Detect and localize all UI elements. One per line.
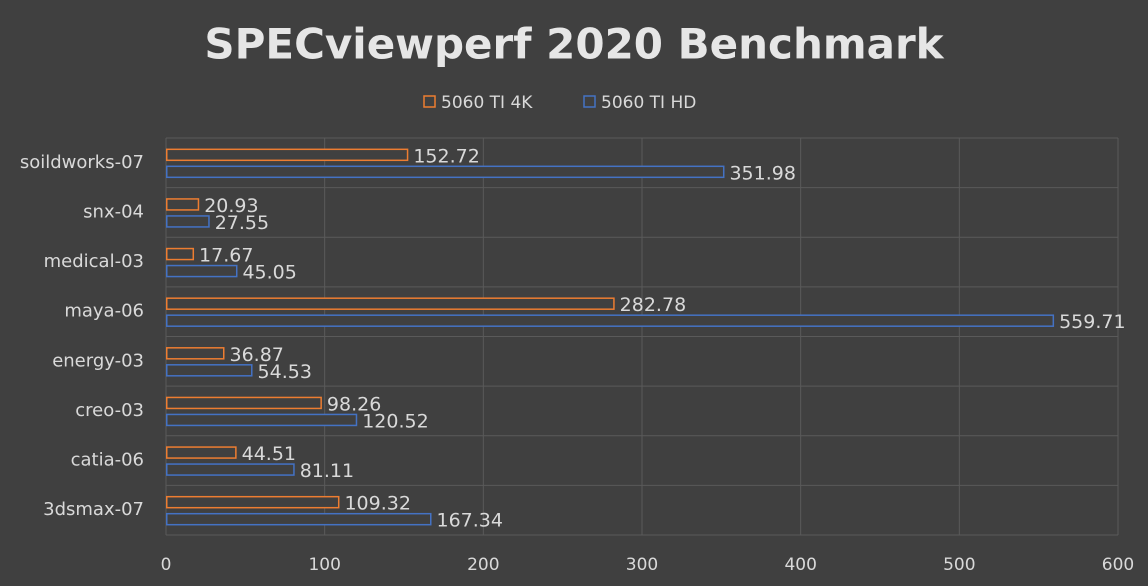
x-tick-label: 100: [308, 555, 340, 575]
data-label: 17.67: [199, 245, 253, 267]
bar: [166, 512, 432, 526]
bar: [166, 446, 237, 459]
bar: [166, 396, 322, 410]
y-tick-label: 3dsmax-07: [43, 499, 144, 520]
y-tick-label: medical-03: [44, 251, 144, 272]
legend-swatch: [423, 95, 436, 108]
bar: [166, 165, 725, 179]
y-tick-label: energy-03: [52, 350, 144, 371]
data-label: 109.32: [344, 493, 410, 515]
y-tick-label: snx-04: [83, 201, 144, 222]
y-tick-label: maya-06: [64, 301, 144, 322]
x-tick-label: 300: [626, 555, 658, 575]
bar: [166, 413, 358, 427]
y-tick-label: soildworks-07: [20, 152, 144, 173]
data-label: 44.51: [242, 443, 296, 465]
data-label: 54.53: [258, 361, 312, 383]
bar: [166, 198, 200, 211]
legend-label: 5060 TI 4K: [441, 93, 533, 113]
legend-swatch: [583, 95, 596, 108]
data-label: 98.26: [327, 393, 381, 415]
data-label: 282.78: [620, 294, 686, 316]
bar: [166, 364, 253, 377]
data-label: 167.34: [437, 510, 503, 532]
chart-title: SPECviewperf 2020 Benchmark: [204, 20, 944, 69]
data-label: 20.93: [204, 195, 258, 217]
bar: [166, 215, 210, 228]
bar: [166, 148, 409, 162]
data-label: 27.55: [215, 212, 269, 234]
bar: [166, 247, 195, 261]
bar: [166, 314, 1055, 327]
bar: [166, 264, 238, 278]
bar: [166, 463, 295, 476]
data-label: 351.98: [729, 162, 795, 184]
y-tick-label: creo-03: [75, 400, 144, 421]
x-tick-label: 0: [161, 555, 172, 575]
data-label: 45.05: [242, 262, 296, 284]
data-label: 559.71: [1059, 311, 1125, 333]
data-label: 152.72: [413, 145, 479, 167]
x-tick-label: 200: [467, 555, 499, 575]
legend-label: 5060 TI HD: [601, 93, 696, 113]
x-tick-label: 600: [1102, 555, 1134, 575]
x-tick-label: 400: [784, 555, 816, 575]
data-label: 36.87: [230, 344, 284, 366]
bar: [166, 297, 615, 310]
data-label: 81.11: [300, 460, 354, 482]
data-label: 120.52: [362, 410, 428, 432]
bar: [166, 347, 225, 360]
bar: [166, 495, 340, 509]
y-tick-label: catia-06: [71, 450, 144, 471]
x-tick-label: 500: [943, 555, 975, 575]
